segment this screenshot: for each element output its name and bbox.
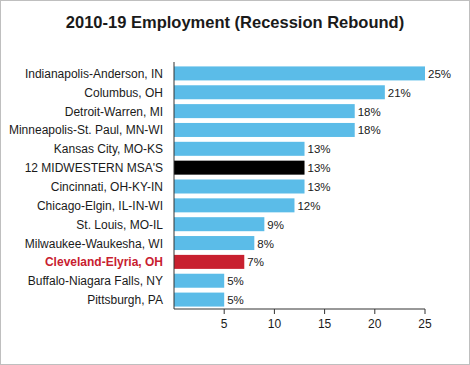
category-label: Indianapolis-Anderson, IN xyxy=(25,67,163,81)
bar xyxy=(174,104,355,118)
data-label: 13% xyxy=(308,143,331,155)
category-label: Cleveland-Elyria, OH xyxy=(45,255,163,269)
data-label: 9% xyxy=(267,219,284,231)
category-label: 12 MIDWESTERN MSA'S xyxy=(25,161,163,175)
bar xyxy=(174,198,294,212)
title: 2010-19 Employment (Recession Rebound) xyxy=(66,13,404,31)
bar xyxy=(174,180,305,194)
category-label: Buffalo-Niagara Falls, NY xyxy=(28,274,163,288)
tick xyxy=(274,309,275,314)
bar xyxy=(174,142,305,156)
data-label: 5% xyxy=(227,275,244,287)
data-label: 12% xyxy=(297,200,320,212)
bars xyxy=(174,66,425,306)
data-label: 18% xyxy=(358,124,381,136)
data-label: 18% xyxy=(358,106,381,118)
bar xyxy=(174,217,264,231)
x-axis xyxy=(174,309,425,310)
data-label: 13% xyxy=(308,162,331,174)
category-label: Columbus, OH xyxy=(84,86,163,100)
tick xyxy=(425,309,426,314)
tick-label: 20 xyxy=(368,317,382,331)
bar xyxy=(174,66,425,80)
y-axis xyxy=(174,62,175,309)
bar xyxy=(174,161,305,175)
bar xyxy=(174,255,244,269)
data-label: 7% xyxy=(247,256,264,268)
category-label: Cincinnati, OH-KY-IN xyxy=(51,180,163,194)
data-label: 21% xyxy=(388,87,411,99)
tick-label: 15 xyxy=(318,317,332,331)
bar xyxy=(174,123,355,137)
tick xyxy=(224,309,225,314)
category-label: Kansas City, MO-KS xyxy=(54,142,163,156)
tick-label: 10 xyxy=(268,317,282,331)
bar xyxy=(174,85,385,99)
tick xyxy=(374,309,375,314)
data-label: 25% xyxy=(428,68,451,80)
data-label: 8% xyxy=(257,238,274,250)
bar xyxy=(174,274,224,288)
data-label: 5% xyxy=(227,294,244,306)
chart: 2010-19 Employment (Recession Rebound) In… xyxy=(0,0,470,365)
category-label: Minneapolis-St. Paul, MN-WI xyxy=(9,123,163,137)
category-label: St. Louis, MO-IL xyxy=(76,218,163,232)
tick-label: 25 xyxy=(418,317,432,331)
category-label: Chicago-Elgin, IL-IN-WI xyxy=(37,199,163,213)
category-label: Pittsburgh, PA xyxy=(87,293,163,307)
bar xyxy=(174,293,224,307)
tick-label: 5 xyxy=(221,317,228,331)
bar xyxy=(174,236,254,250)
data-label: 13% xyxy=(308,181,331,193)
category-label: Milwaukee-Waukesha, WI xyxy=(25,237,163,251)
category-label: Detroit-Warren, MI xyxy=(65,105,163,119)
tick xyxy=(324,309,325,314)
frame xyxy=(1,1,470,365)
